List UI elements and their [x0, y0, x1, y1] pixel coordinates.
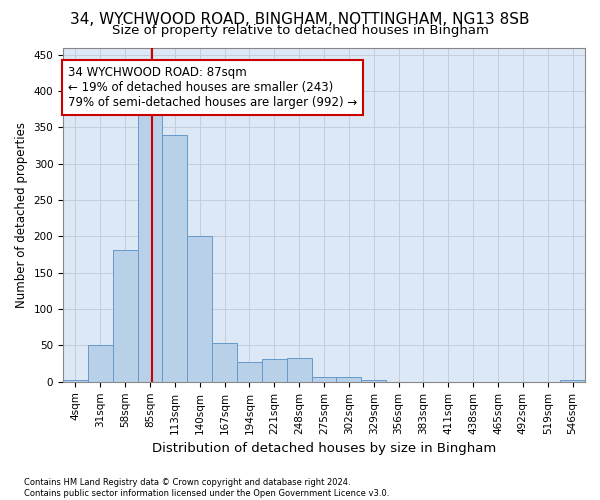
Bar	[262, 358, 287, 382]
Y-axis label: Number of detached properties: Number of detached properties	[15, 122, 28, 308]
Text: Contains HM Land Registry data © Crown copyright and database right 2024.
Contai: Contains HM Land Registry data © Crown c…	[24, 478, 389, 498]
Bar	[237, 362, 262, 382]
Bar	[113, 250, 137, 382]
Bar	[212, 342, 237, 382]
Bar	[560, 380, 585, 382]
Bar	[187, 236, 212, 382]
Bar	[361, 380, 386, 382]
Bar	[287, 358, 311, 382]
Text: 34, WYCHWOOD ROAD, BINGHAM, NOTTINGHAM, NG13 8SB: 34, WYCHWOOD ROAD, BINGHAM, NOTTINGHAM, …	[70, 12, 530, 28]
Bar	[311, 378, 337, 382]
Text: 34 WYCHWOOD ROAD: 87sqm
← 19% of detached houses are smaller (243)
79% of semi-d: 34 WYCHWOOD ROAD: 87sqm ← 19% of detache…	[68, 66, 358, 109]
X-axis label: Distribution of detached houses by size in Bingham: Distribution of detached houses by size …	[152, 442, 496, 455]
Bar	[337, 378, 361, 382]
Bar	[63, 380, 88, 382]
Bar	[163, 134, 187, 382]
Bar	[137, 113, 163, 382]
Bar	[88, 346, 113, 382]
Text: Size of property relative to detached houses in Bingham: Size of property relative to detached ho…	[112, 24, 488, 37]
